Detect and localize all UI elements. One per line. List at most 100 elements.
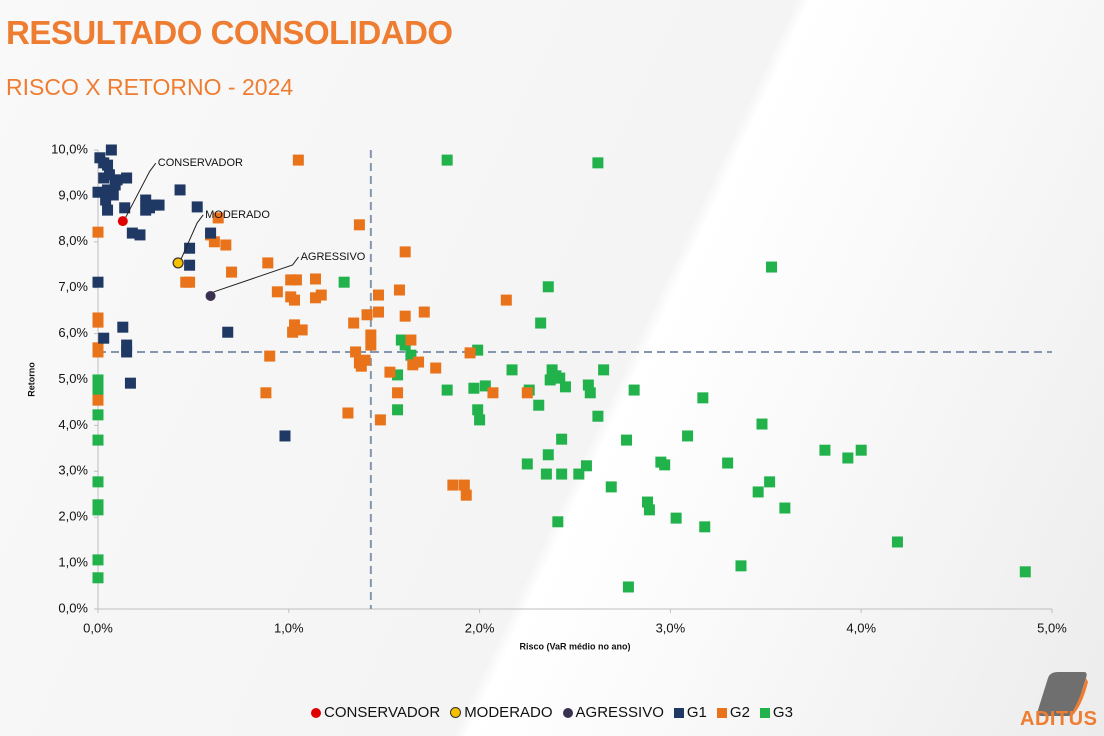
y-tick-label: 8,0% <box>58 233 88 248</box>
x-tick-label: 2,0% <box>465 620 495 635</box>
point <box>764 476 776 488</box>
point <box>622 581 634 593</box>
point <box>546 364 558 376</box>
point <box>92 434 104 446</box>
point <box>399 339 411 351</box>
point <box>290 274 302 286</box>
point <box>260 387 272 399</box>
point <box>184 242 196 254</box>
subtitle: RISCO X RETORNO - 2024 <box>6 74 294 100</box>
y-tick-label: 10,0% <box>51 141 88 156</box>
legend-item: G1 <box>673 704 707 721</box>
point <box>350 346 362 358</box>
y-tick-label: 5,0% <box>58 371 88 386</box>
point <box>191 201 203 213</box>
point <box>289 319 301 331</box>
point <box>474 414 486 426</box>
annotation-leader <box>180 214 204 260</box>
legend-label: G1 <box>686 704 707 721</box>
point <box>430 362 442 374</box>
point <box>584 387 596 399</box>
point <box>102 184 114 196</box>
point <box>98 172 110 184</box>
legend-item: G2 <box>716 704 750 721</box>
point <box>559 381 571 393</box>
annotation-leader <box>125 162 157 218</box>
point <box>842 452 854 464</box>
point <box>107 189 119 201</box>
point <box>121 339 133 351</box>
legend-item: CONSERVADOR <box>311 704 440 721</box>
point <box>92 346 104 358</box>
title: RESULTADO CONSOLIDADO <box>6 14 453 51</box>
point <box>819 444 831 456</box>
point <box>472 344 484 356</box>
y-tick-label: 0,0% <box>58 600 88 615</box>
y-tick-label: 2,0% <box>58 509 88 524</box>
point <box>109 179 121 191</box>
point <box>92 379 104 391</box>
point <box>413 356 425 368</box>
point <box>140 204 152 216</box>
point <box>542 281 554 293</box>
x-tick-label: 3,0% <box>656 620 686 635</box>
point <box>399 310 411 322</box>
point <box>659 459 671 471</box>
point <box>372 289 384 301</box>
point <box>628 384 640 396</box>
point <box>521 458 533 470</box>
legend-swatch <box>562 707 573 718</box>
point <box>521 387 533 399</box>
point <box>117 321 129 333</box>
point <box>399 246 411 258</box>
x-axis-label: Risco (VaR médio no ano) <box>519 641 630 651</box>
point <box>855 444 867 456</box>
point <box>92 504 104 516</box>
point <box>372 306 384 318</box>
point <box>212 212 224 224</box>
point <box>296 324 308 336</box>
point <box>100 194 112 206</box>
point <box>464 347 476 359</box>
point <box>460 489 472 501</box>
point <box>392 369 404 381</box>
point <box>392 404 404 416</box>
point <box>621 434 633 446</box>
legend-swatch <box>450 707 462 718</box>
point <box>172 257 184 269</box>
point <box>418 306 430 318</box>
legend-item: MODERADO <box>450 704 553 721</box>
legend-label: AGRESSIVO <box>575 704 664 721</box>
point <box>98 332 110 344</box>
point <box>208 236 220 248</box>
point <box>353 219 365 231</box>
point <box>355 360 367 372</box>
legend: CONSERVADOR MODERADO AGRESSIVO G1 G2 G3 <box>0 704 1104 721</box>
point <box>756 418 768 430</box>
point <box>124 377 136 389</box>
point <box>699 521 711 533</box>
legend-item: G3 <box>759 704 793 721</box>
point <box>642 496 654 508</box>
point <box>103 169 115 181</box>
point <box>359 354 371 366</box>
point <box>105 144 117 156</box>
point <box>605 481 617 493</box>
point <box>92 572 104 584</box>
point <box>533 399 545 411</box>
point <box>184 259 196 271</box>
point <box>121 346 133 358</box>
x-tick-label: 4,0% <box>846 620 876 635</box>
y-tick-label: 1,0% <box>58 555 88 570</box>
legend-item: AGRESSIVO <box>562 704 664 721</box>
point <box>365 339 377 351</box>
point <box>92 226 104 238</box>
point <box>348 317 360 329</box>
legend-label: CONSERVADOR <box>324 704 441 721</box>
point <box>92 386 104 398</box>
point <box>580 460 592 472</box>
logo-text: ADITUS <box>1020 708 1098 730</box>
point <box>289 294 301 306</box>
legend-label: MODERADO <box>464 704 553 721</box>
